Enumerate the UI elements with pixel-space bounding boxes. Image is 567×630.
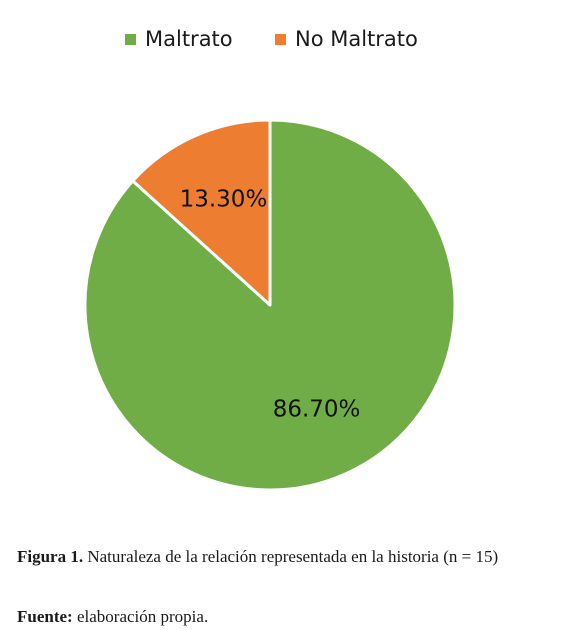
pie-chart: Maltrato No Maltrato 86.70% 13.30% [83, 27, 457, 492]
data-label-no-maltrato: 13.30% [180, 187, 268, 213]
source-text: elaboración propia. [76, 607, 209, 626]
chart-legend: Maltrato No Maltrato [125, 27, 418, 51]
source-caption: Fuente: elaboración propia. [17, 606, 537, 628]
data-label-maltrato: 86.70% [273, 396, 361, 422]
pie-slice-maltrato [83, 118, 457, 492]
figure-label: Figura 1. [17, 547, 84, 566]
legend-swatch-no-maltrato [275, 34, 286, 45]
pie-slice-no-maltrato [131, 118, 272, 307]
legend-swatch-maltrato [125, 34, 136, 45]
legend-label-no-maltrato: No Maltrato [295, 27, 418, 51]
source-label: Fuente: [17, 607, 73, 626]
legend-label-maltrato: Maltrato [145, 27, 233, 51]
figure-caption: Figura 1. Naturaleza de la relación repr… [17, 546, 537, 568]
pie-data-labels: 86.70% 13.30% [180, 187, 361, 423]
pie-slices [83, 118, 457, 492]
figure-text: Naturaleza de la relación representada e… [87, 547, 499, 566]
